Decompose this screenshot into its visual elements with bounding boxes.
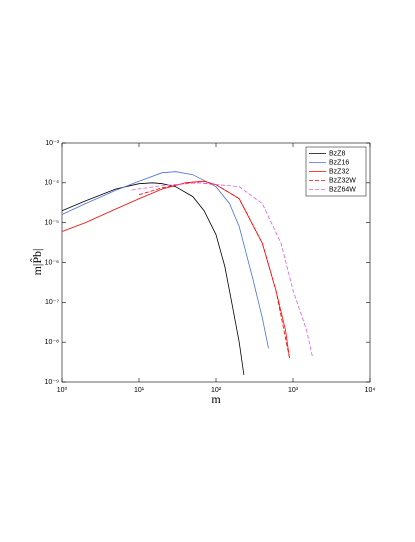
legend-label: BzZ64W [329,186,356,193]
series-line [138,181,290,359]
legend-label: BzZ32W [329,177,356,184]
legend-label: BzZ32 [329,168,349,175]
x-tick-label: 10³ [288,387,299,394]
x-tick-label: 10⁴ [365,387,376,394]
series-line [61,180,290,359]
y-tick-label: 10⁻⁵ [45,220,59,227]
series-line [61,171,269,349]
y-tick-label: 10⁻³ [45,140,59,147]
y-tick-label: 10⁻⁴ [45,180,60,187]
x-tick-label: 10⁰ [57,386,68,394]
x-tick-label: 10² [211,387,222,394]
x-tick-label: 10¹ [134,387,145,394]
x-axis-label: m [211,392,221,406]
legend-label: BzZ16 [329,159,349,166]
y-axis-label: m|P̂b| [29,249,43,276]
y-tick-label: 10⁻⁹ [45,379,59,386]
y-tick-label: 10⁻⁶ [45,259,59,266]
legend-label: BzZ8 [329,150,345,157]
series-line [131,182,314,359]
y-tick-label: 10⁻⁸ [45,339,59,346]
y-tick-label: 10⁻⁷ [45,299,59,306]
series-line [61,182,245,376]
